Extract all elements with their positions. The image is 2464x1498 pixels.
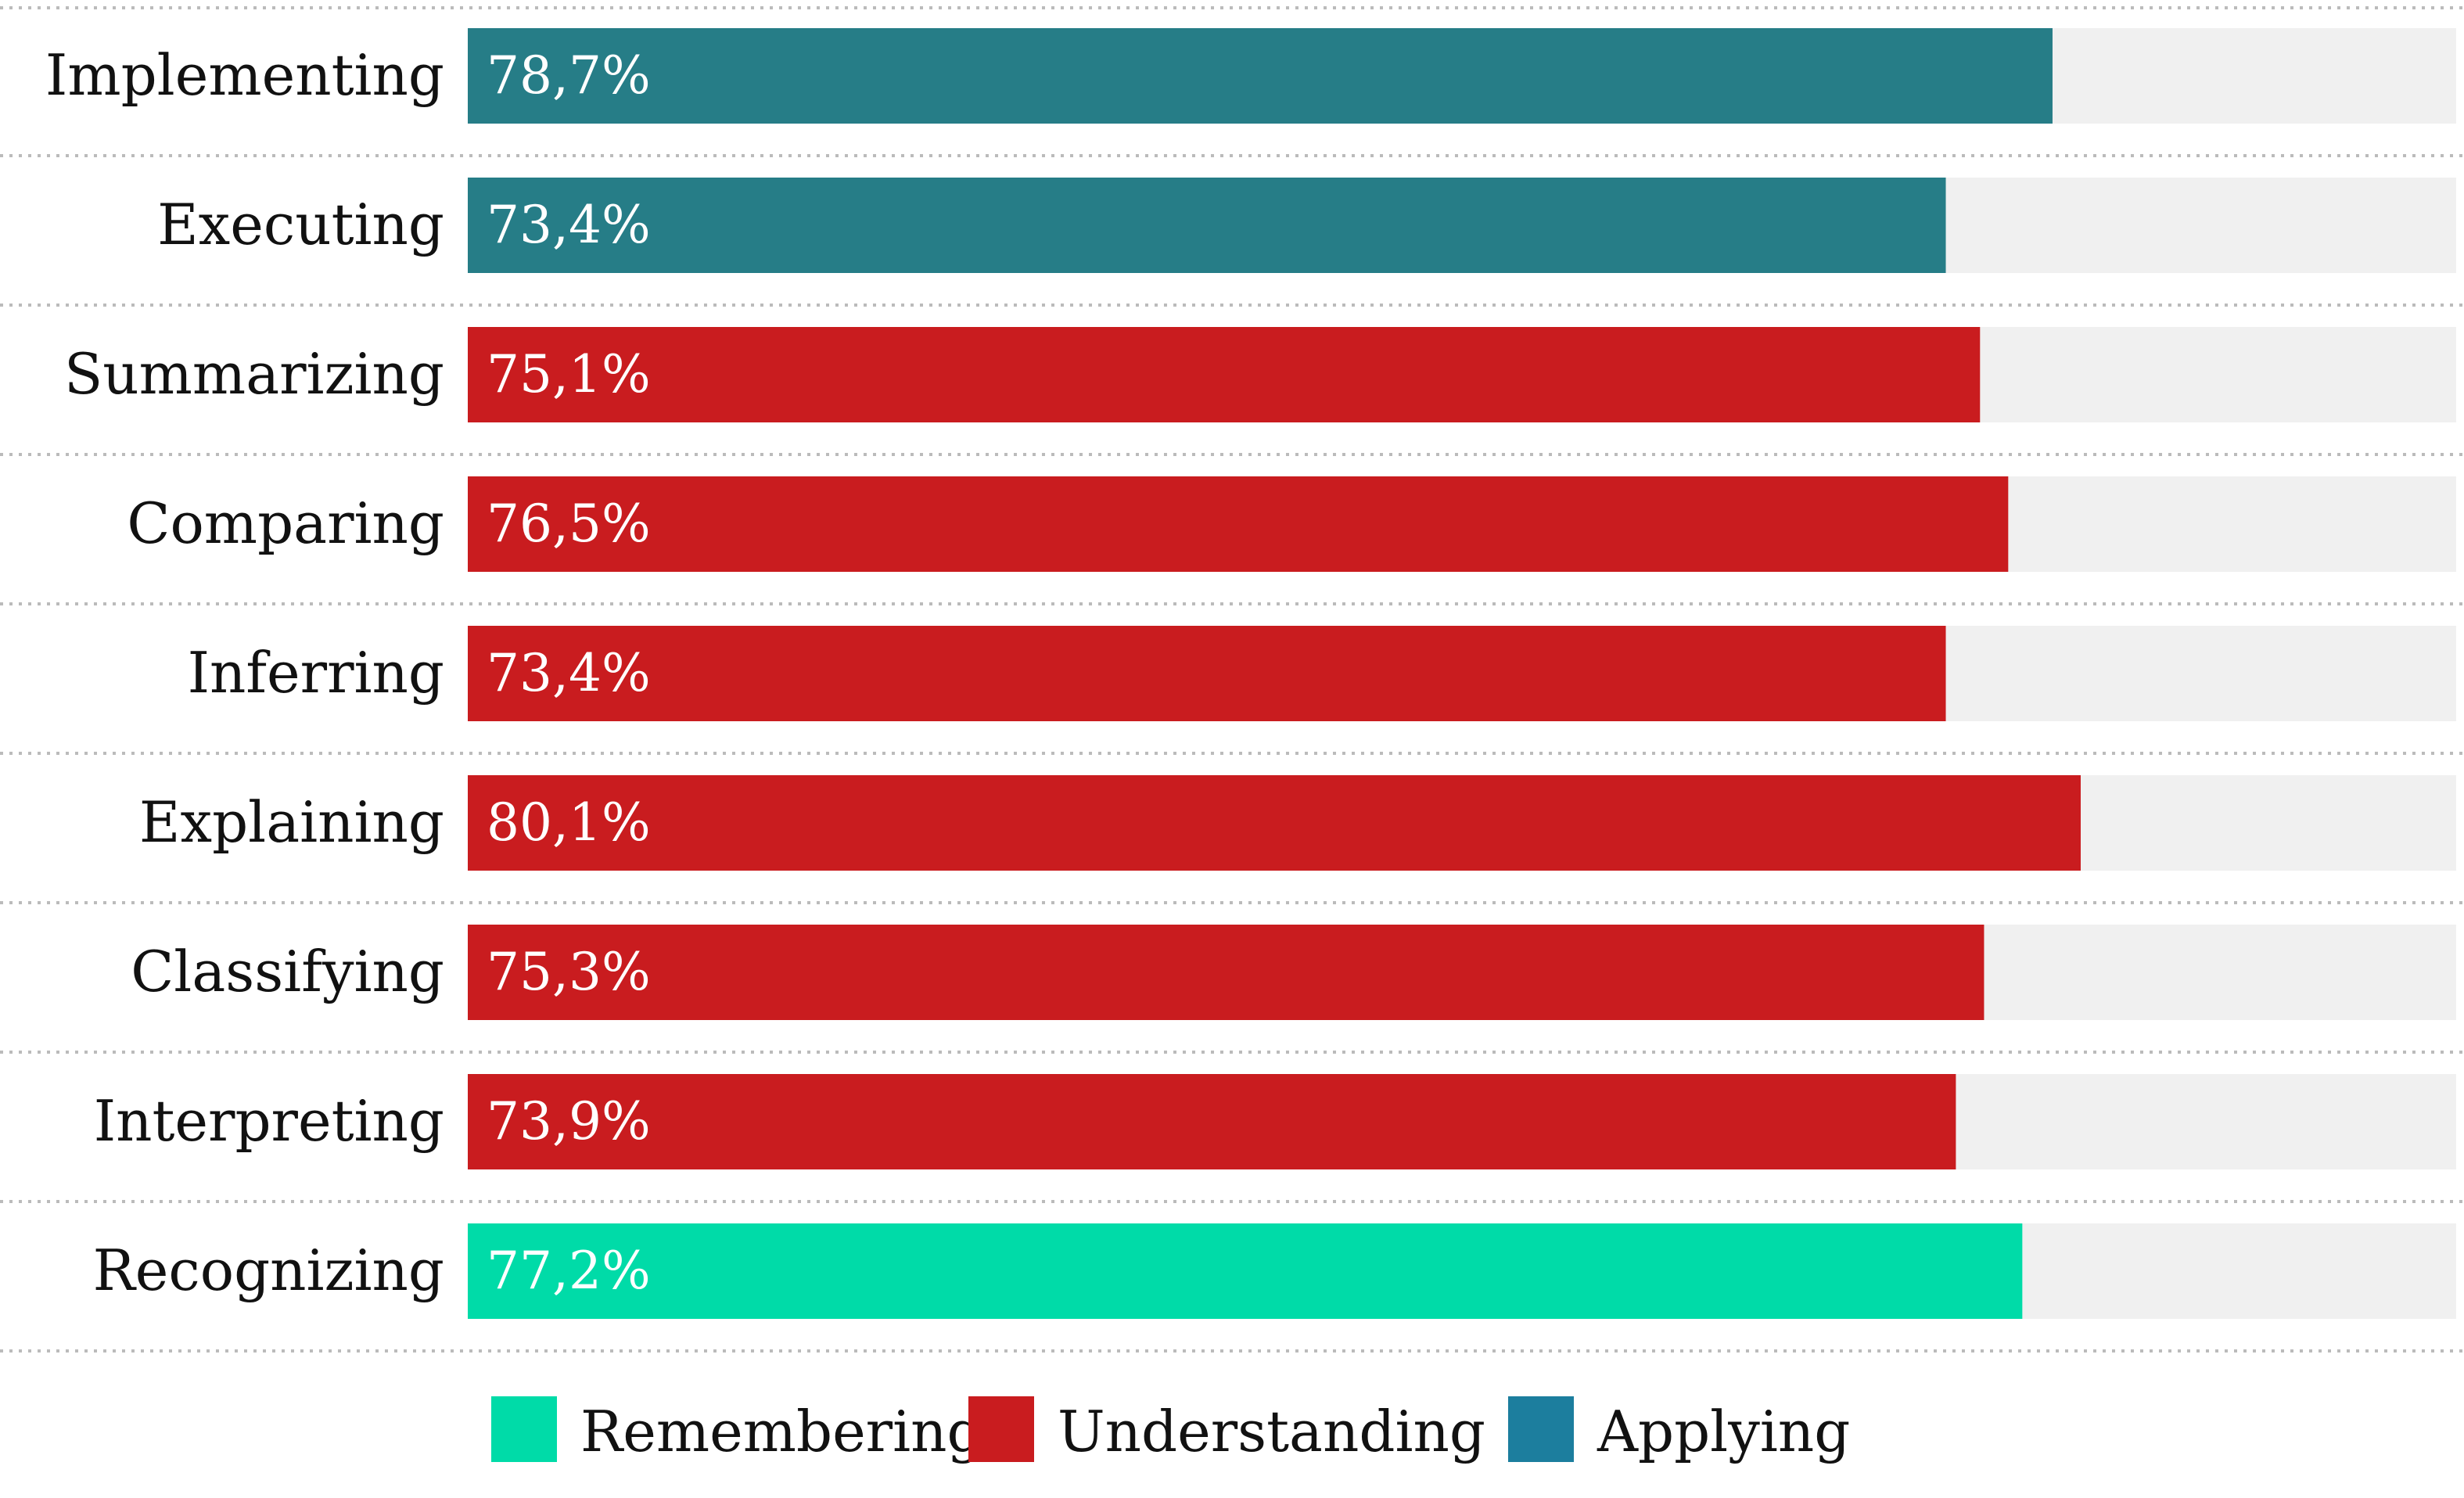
category-label: Explaining xyxy=(139,789,444,855)
value-label: 75,1% xyxy=(487,344,651,404)
bar-interpreting xyxy=(468,1074,1956,1169)
category-label: Executing xyxy=(157,192,444,257)
bar-summarizing xyxy=(468,327,1981,422)
value-labels: 78,7% 73,4% 75,1% 76,5% 73,4% 80,1% 75,3% 73,9%… xyxy=(487,45,651,1301)
category-label: Comparing xyxy=(127,490,444,556)
category-label: Inferring xyxy=(188,640,444,706)
row-separators xyxy=(0,6,2464,1353)
category-label: Summarizing xyxy=(64,341,444,407)
bars xyxy=(468,28,2081,1319)
value-label: 80,1% xyxy=(487,792,651,853)
legend-label-remembering: Remembering xyxy=(580,1399,983,1464)
bar-recognizing xyxy=(468,1223,2023,1319)
category-label: Classifying xyxy=(131,939,444,1004)
legend-swatch-understanding xyxy=(968,1396,1034,1462)
bar-implementing xyxy=(468,28,2053,124)
category-label: Recognizing xyxy=(93,1238,444,1303)
value-label: 73,4% xyxy=(487,643,651,703)
legend: Remembering Understanding Applying xyxy=(491,1396,1850,1464)
legend-label-understanding: Understanding xyxy=(1058,1399,1485,1464)
legend-swatch-remembering xyxy=(491,1396,557,1462)
bar-inferring xyxy=(468,626,1946,721)
legend-swatch-applying xyxy=(1508,1396,1574,1462)
category-labels: Implementing Executing Summarizing Comparin… xyxy=(45,42,444,1303)
value-label: 73,4% xyxy=(487,195,651,255)
value-label: 75,3% xyxy=(487,942,651,1002)
value-label: 76,5% xyxy=(487,494,651,554)
bar-comparing xyxy=(468,476,2009,572)
value-label: 77,2% xyxy=(487,1241,651,1301)
bar-executing xyxy=(468,178,1946,273)
legend-label-applying: Applying xyxy=(1597,1399,1850,1464)
bar-explaining xyxy=(468,775,2081,871)
category-label: Interpreting xyxy=(94,1088,444,1154)
bar-classifying xyxy=(468,925,1984,1020)
category-label: Implementing xyxy=(45,42,444,108)
value-label: 78,7% xyxy=(487,45,651,106)
value-label: 73,9% xyxy=(487,1091,651,1151)
